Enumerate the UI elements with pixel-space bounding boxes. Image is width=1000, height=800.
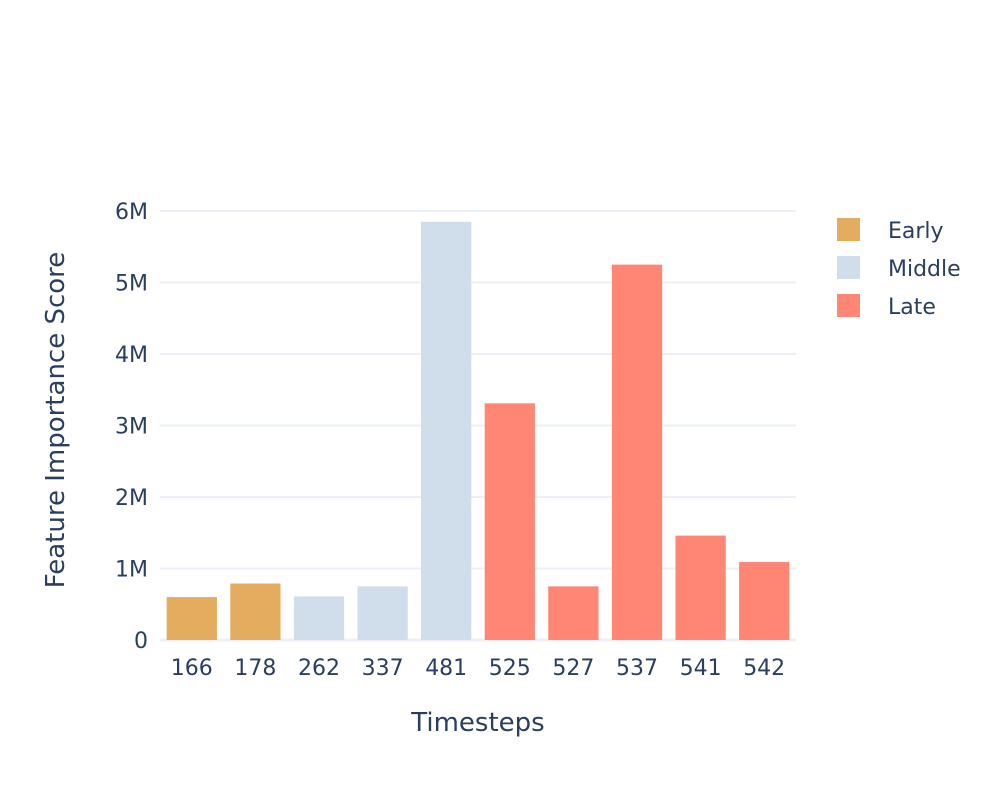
y-tick-labels: 0 1M 2M 3M 4M 5M 6M bbox=[115, 200, 148, 654]
bars bbox=[166, 221, 790, 640]
bar-178[interactable] bbox=[230, 583, 281, 640]
x-tick-label: 166 bbox=[171, 656, 213, 681]
bar-542[interactable] bbox=[739, 562, 790, 640]
y-tick-label: 4M bbox=[115, 343, 148, 368]
bar-166[interactable] bbox=[166, 597, 217, 640]
x-axis-title: Timesteps bbox=[410, 708, 544, 738]
x-tick-label: 178 bbox=[234, 656, 276, 681]
bar-481[interactable] bbox=[421, 221, 472, 640]
y-tick-label: 6M bbox=[115, 200, 148, 225]
x-tick-labels: 166 178 262 337 481 525 527 537 541 542 bbox=[171, 656, 785, 681]
bar-262[interactable] bbox=[293, 596, 345, 640]
legend-swatch bbox=[837, 218, 860, 241]
legend-swatch bbox=[837, 256, 860, 279]
x-tick-label: 542 bbox=[743, 656, 785, 681]
y-tick-label: 0 bbox=[134, 629, 148, 654]
x-tick-label: 337 bbox=[362, 656, 404, 681]
bar-527[interactable] bbox=[548, 586, 599, 640]
x-tick-label: 525 bbox=[489, 656, 531, 681]
bar-537[interactable] bbox=[611, 264, 663, 640]
x-tick-label: 541 bbox=[680, 656, 722, 681]
bar-541[interactable] bbox=[675, 535, 726, 640]
x-tick-label: 262 bbox=[298, 656, 340, 681]
bar-525[interactable] bbox=[484, 403, 535, 640]
legend-label: Middle bbox=[888, 257, 961, 282]
legend-label: Late bbox=[888, 295, 936, 320]
y-tick-label: 2M bbox=[115, 486, 148, 511]
legend-item-late[interactable]: Late bbox=[837, 294, 936, 320]
y-tick-label: 5M bbox=[115, 272, 148, 297]
x-tick-label: 481 bbox=[425, 656, 467, 681]
legend-label: Early bbox=[888, 219, 944, 244]
x-tick-label: 537 bbox=[616, 656, 658, 681]
legend-swatch bbox=[837, 294, 860, 317]
legend-item-early[interactable]: Early bbox=[837, 218, 944, 244]
x-tick-label: 527 bbox=[552, 656, 594, 681]
legend-item-middle[interactable]: Middle bbox=[837, 256, 961, 282]
y-axis-title: Feature Importance Score bbox=[41, 252, 71, 589]
y-tick-label: 3M bbox=[115, 415, 148, 440]
bar-337[interactable] bbox=[357, 586, 408, 640]
legend[interactable]: Early Middle Late bbox=[837, 218, 961, 320]
y-tick-label: 1M bbox=[115, 558, 148, 583]
